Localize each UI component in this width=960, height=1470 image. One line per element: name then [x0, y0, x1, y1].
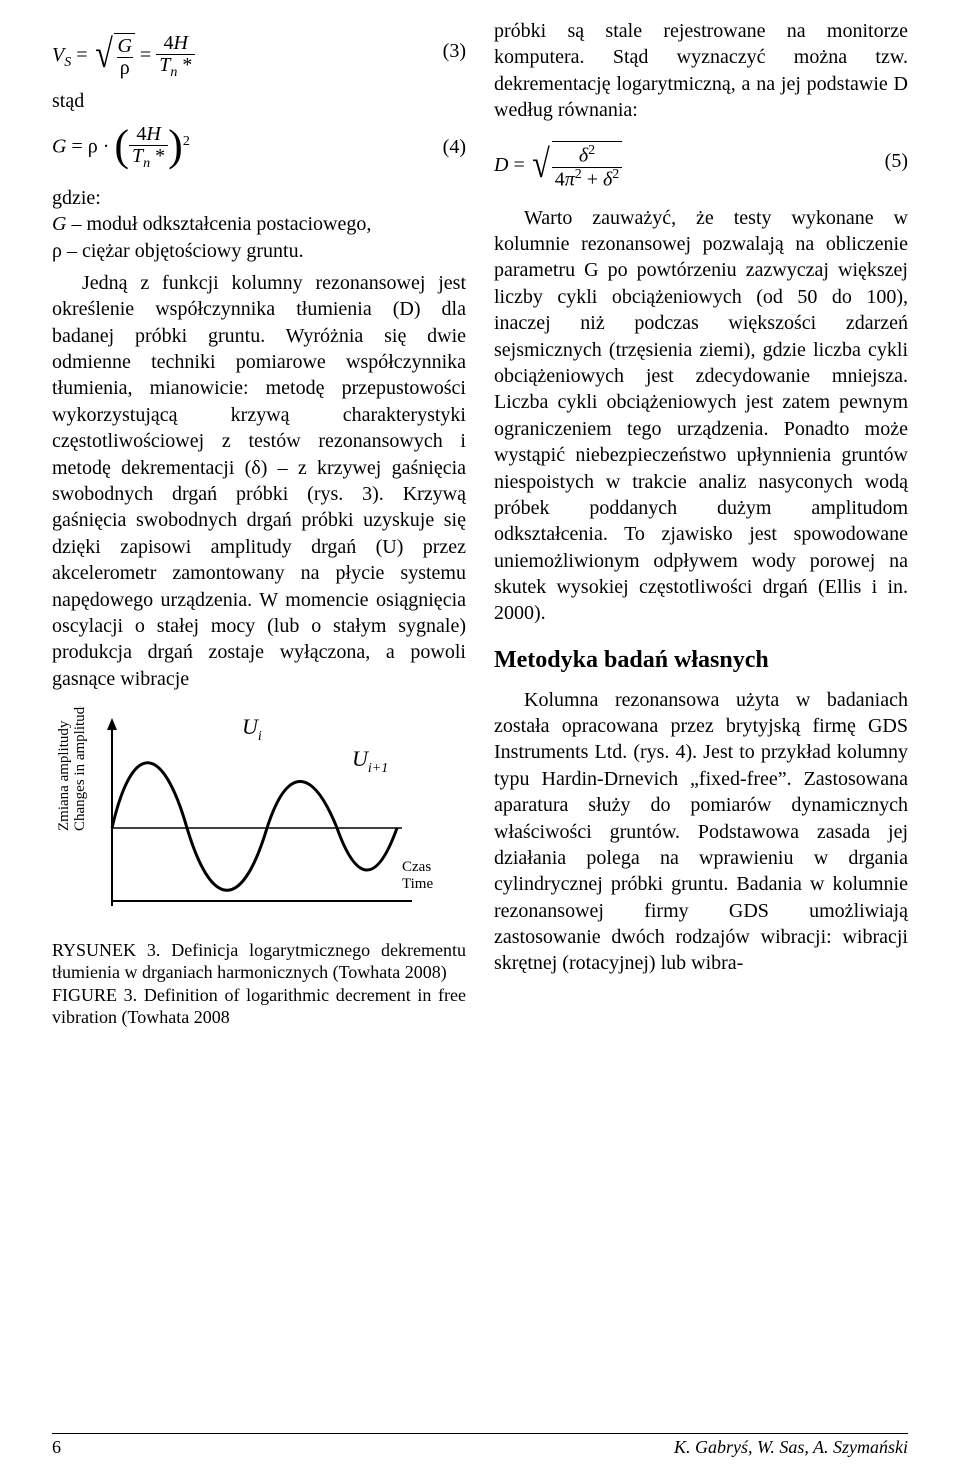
svg-text:Ui+1: Ui+1 — [352, 746, 388, 776]
right-column: próbki są stale rejestrowane na monitorz… — [494, 18, 908, 1388]
paragraph-2: próbki są stale rejestrowane na monitorz… — [494, 18, 908, 124]
paragraph-3: Warto zauważyć, że testy wykonane w kolu… — [494, 205, 908, 627]
equation-5: D = √ δ2 4π2 + δ2 (5) — [494, 132, 908, 191]
figure-3: Zmiana amplitudy Changes in amplitude Ui… — [52, 706, 466, 1028]
eq3-number: (3) — [431, 38, 466, 64]
def-rho: ρ – ciężar objętościowy gruntu. — [52, 238, 466, 264]
page-footer: 6 K. Gabryś, W. Sas, A. Szymański — [52, 1433, 908, 1458]
figure-3-caption-pl: RYSUNEK 3. Definicja logarytmicznego dek… — [52, 939, 466, 984]
section-heading: Metodyka badań własnych — [494, 645, 908, 677]
def-G: – moduł odkształcenia postaciowego, — [71, 213, 371, 235]
paragraph-4: Kolumna rezonansowa użyta w badaniach zo… — [494, 687, 908, 977]
paragraph-1: Jedną z funkcji kolumny rezonansowej jes… — [52, 270, 466, 692]
figure-3-caption-en: FIGURE 3. Definition of logarithmic decr… — [52, 984, 466, 1029]
footer-authors: K. Gabryś, W. Sas, A. Szymański — [674, 1437, 908, 1458]
figure-3-svg: Zmiana amplitudy Changes in amplitude Ui… — [52, 706, 452, 931]
eq5-number: (5) — [873, 148, 908, 174]
left-column: VS = √ Gρ = 4HTn * (3) stąd G = ρ · (4HT… — [52, 18, 466, 1388]
svg-text:Zmiana amplitudy: Zmiana amplitudy — [56, 720, 72, 831]
svg-text:Changes in amplitude: Changes in amplitude — [72, 706, 88, 831]
equation-4: G = ρ · (4HTn *)2 (4) — [52, 119, 466, 177]
page-number: 6 — [52, 1437, 61, 1458]
stad-label: stąd — [52, 88, 466, 114]
gdzie-label: gdzie: — [52, 185, 466, 211]
svg-text:Czas: Czas — [402, 859, 431, 875]
equation-3: VS = √ Gρ = 4HTn * (3) — [52, 22, 466, 80]
svg-text:Ui: Ui — [242, 714, 262, 744]
eq4-number: (4) — [431, 134, 466, 160]
svg-text:Time: Time — [402, 876, 433, 892]
